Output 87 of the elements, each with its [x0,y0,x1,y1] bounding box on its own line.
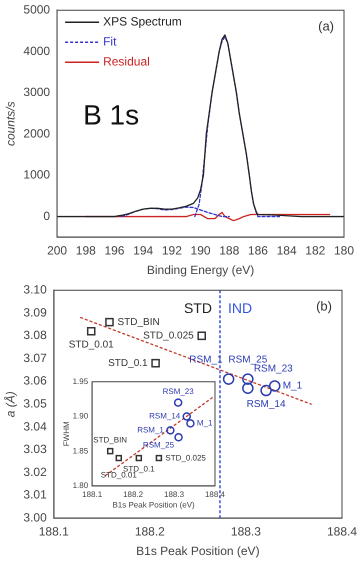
x-tick-label: 198 [76,244,96,258]
y-tick-label: 3.04 [23,419,48,434]
y-tick-label: 1.90 [72,412,89,421]
point [174,398,182,407]
point [86,326,96,336]
x-tick-label: 188.4 [204,490,226,499]
x-tick-label: 188.1 [82,490,103,499]
annotation: RSM_25 [228,354,268,366]
annotation: RSM_23 [162,386,194,396]
point [242,382,254,394]
annotation: STD [184,300,212,316]
annotation: RSM_1 [137,426,164,435]
y-axis-title: FWHM [62,421,72,446]
y-tick-label: 3.10 [23,282,48,297]
x-tick-label: 200 [47,244,68,258]
ref-line-label: IND [228,300,252,316]
x-tick-label: 196 [104,244,125,258]
y-tick-label: 5000 [23,2,50,17]
x-tick-label: 188.2 [123,490,144,499]
annotation: RSM_14 [149,412,181,421]
point [242,373,254,385]
point [268,380,280,392]
y-tick-label: 3.08 [23,328,48,342]
y-tick-label: 3000 [23,85,50,100]
x-tick-label: 188.3 [230,524,262,539]
y-tick-label: 3.02 [23,464,48,479]
y-tick-label: 4000 [23,44,50,58]
x-tick-label: 192 [162,244,182,258]
annotation: STD_BIN [117,316,160,328]
legend-label: Fit [103,34,118,49]
y-tick-label: 0 [43,208,50,223]
point [197,332,206,340]
point [186,419,195,428]
y-tick-label: 3.01 [23,488,48,502]
y-tick-label: 1000 [23,168,50,182]
y-tick-label: 2000 [23,126,50,140]
point [106,448,114,454]
annotation: STD_0.01 [68,339,114,350]
annotation: B 1s [83,100,140,131]
annotation: M_1 [196,418,214,428]
annotation: M_1 [282,380,303,392]
y-axis-title: a (Å) [4,391,18,418]
x-tick-label: 188 [219,244,240,258]
annotation: RSM_25 [142,440,175,450]
point [222,373,234,385]
y-tick-label: 3.03 [23,442,48,456]
x-tick-label: 190 [190,244,211,258]
x-tick-label: 188.2 [134,524,166,539]
x-tick-label: 186 [248,244,268,258]
y-tick-label: 3.05 [23,396,48,411]
x-tick-label: 188.3 [164,490,185,499]
point [174,433,183,442]
y-tick-label: 1.80 [72,481,89,490]
point [105,318,114,326]
annotation: (a) [318,18,334,34]
x-axis-title: B1s Peak Position (eV) [136,544,260,558]
x-tick-label: 180 [334,244,354,258]
point [166,426,175,435]
point [116,454,122,462]
y-tick-label: 1.95 [72,377,89,386]
point [136,454,142,462]
legend-label: Residual [103,54,150,69]
x-tick-label: 188.4 [326,524,358,539]
annotation: STD_0.025 [143,330,194,342]
x-tick-label: 188.1 [38,524,70,539]
annotation: STD_0.025 [165,453,206,462]
point [260,384,272,396]
point [182,412,191,421]
annotation: RSM_14 [246,398,286,410]
y-tick-label: 3.00 [23,510,48,525]
point [151,358,160,368]
y-axis-title: counts/s [4,101,18,146]
annotation: STD_0.1 [108,358,148,369]
annotation: RSM_23 [254,363,294,374]
y-tick-label: 1.85 [72,446,89,456]
x-tick-label: 182 [305,244,326,258]
x-axis-title: B1s Peak Position (eV) [112,500,196,510]
point [156,454,162,462]
y-tick-label: 3.09 [23,305,48,320]
x-tick-label: 184 [276,244,297,258]
y-tick-label: 3.06 [23,374,48,388]
x-tick-label: 194 [133,244,154,258]
legend-label: XPS Spectrum [103,14,182,29]
annotation: (b) [316,298,332,314]
annotation: STD_BIN [93,435,128,444]
y-tick-label: 3.07 [23,350,48,365]
x-axis-title: Binding Energy (eV) [146,263,254,278]
